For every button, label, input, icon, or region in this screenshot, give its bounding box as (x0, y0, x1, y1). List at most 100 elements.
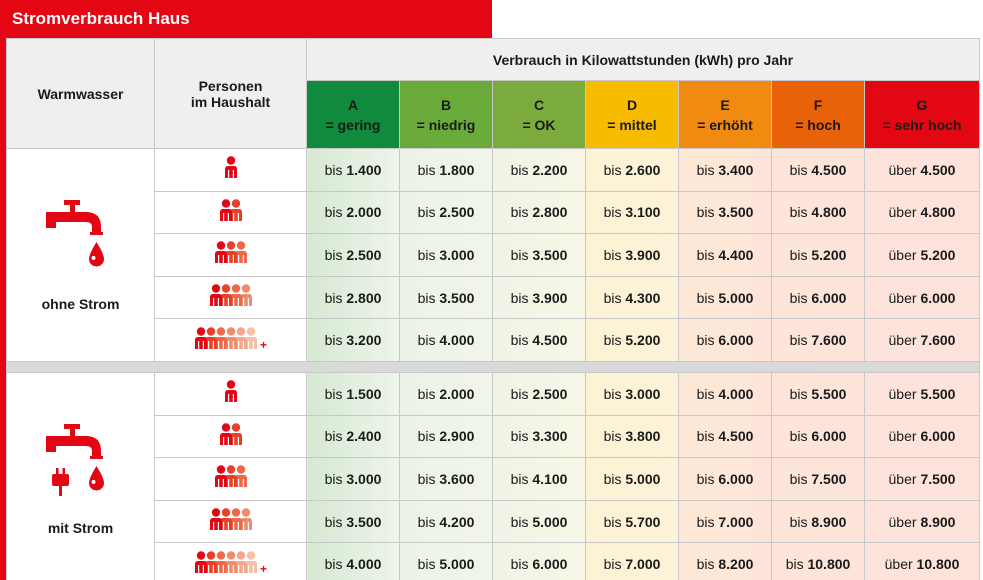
person-figure (219, 508, 232, 531)
value-number: 6.000 (811, 428, 847, 445)
value-prefix: bis (789, 470, 812, 487)
persons-2-icon (219, 423, 242, 445)
value-cell-a: bis 2.800 (306, 275, 400, 320)
value-prefix: bis (417, 556, 440, 573)
value-number: 2.600 (625, 161, 661, 178)
warmwasser-label: mit Strom (47, 519, 114, 536)
class-header-a: A = gering (306, 80, 400, 149)
value-prefix: bis (603, 204, 626, 221)
class-header-g: G = sehr hoch (864, 80, 980, 149)
value-number: 2.800 (532, 204, 568, 221)
value-number: 2.800 (346, 289, 382, 306)
value-cell-d: bis 3.100 (585, 190, 679, 235)
class-letter: F (813, 96, 823, 113)
value-prefix: bis (696, 556, 719, 573)
value-number: 4.000 (718, 385, 754, 402)
person-figure (224, 326, 237, 349)
value-cell-c: bis 3.300 (492, 414, 586, 459)
value-prefix: bis (510, 246, 533, 263)
value-prefix: bis (417, 161, 440, 178)
faucet-plug-icon (45, 423, 104, 496)
value-cell-d: bis 3.900 (585, 233, 679, 277)
persons-1-icon (224, 380, 237, 403)
value-cell-e: bis 8.200 (678, 542, 772, 580)
group-separator (6, 360, 980, 373)
value-number: 3.900 (625, 246, 661, 263)
class-letter: E (720, 96, 730, 113)
value-cell-g: über 10.800 (864, 542, 980, 580)
value-cell-a: bis 3.000 (306, 457, 400, 501)
value-prefix: über (888, 289, 921, 306)
person-figure (214, 241, 227, 264)
value-cell-b: bis 4.200 (399, 499, 493, 544)
value-number: 5.000 (625, 470, 661, 487)
value-prefix: bis (603, 428, 626, 445)
value-number: 6.000 (718, 332, 754, 349)
value-prefix: über (888, 470, 921, 487)
class-letter: D (626, 96, 638, 113)
table-row: bis 2.800 bis 3.500 bis 3.900 bis 4.300 bis … (7, 275, 980, 320)
value-number: 5.000 (439, 556, 475, 573)
person-figure (244, 550, 257, 573)
persons-cell (154, 457, 307, 501)
value-number: 10.800 (916, 556, 960, 573)
class-letter: G (916, 96, 928, 113)
value-cell-a: bis 2.500 (306, 233, 400, 277)
persons-cell (154, 148, 307, 192)
value-cell-g: über 5.200 (864, 233, 980, 277)
table-row: + bis 4.000 bis 5.000 bis 6.000 bis 7.000 bis… (7, 542, 980, 580)
value-number: 4.400 (718, 246, 754, 263)
value-number: 1.800 (439, 161, 475, 178)
header-personen-line2: im Haushalt (190, 93, 271, 110)
plus-sign: + (260, 338, 267, 351)
value-prefix: bis (510, 161, 533, 178)
class-label: = erhöht (697, 116, 753, 133)
value-cell-f: bis 5.200 (771, 233, 865, 277)
value-number: 7.600 (920, 332, 956, 349)
value-prefix: bis (417, 513, 440, 530)
value-cell-a: bis 4.000 (306, 542, 400, 580)
value-number: 2.000 (346, 204, 382, 221)
value-prefix: bis (785, 556, 808, 573)
value-prefix: bis (324, 332, 347, 349)
person-figure (194, 550, 207, 573)
person-figure (224, 241, 237, 264)
value-prefix: bis (789, 428, 812, 445)
value-cell-f: bis 10.800 (771, 542, 865, 580)
value-prefix: bis (789, 246, 812, 263)
value-prefix: bis (417, 289, 440, 306)
value-cell-f: bis 5.500 (771, 371, 865, 416)
value-prefix: bis (696, 513, 719, 530)
persons-cell (154, 275, 307, 320)
value-prefix: bis (510, 332, 533, 349)
value-number: 6.000 (920, 289, 956, 306)
value-cell-e: bis 3.500 (678, 190, 772, 235)
value-cell-c: bis 6.000 (492, 542, 586, 580)
value-cell-g: über 7.600 (864, 318, 980, 362)
value-number: 5.200 (811, 246, 847, 263)
value-cell-a: bis 2.400 (306, 414, 400, 459)
value-number: 4.800 (920, 204, 956, 221)
persons-3-icon (214, 241, 247, 264)
table-row: bis 3.500 bis 4.200 bis 5.000 bis 5.700 bis … (7, 499, 980, 544)
value-number: 3.500 (718, 204, 754, 221)
table-row: mit Strom bis 1.500 bis 2.000 bis 2.500 bis … (6, 371, 980, 580)
value-prefix: bis (603, 385, 626, 402)
value-cell-g: über 4.500 (864, 148, 980, 192)
value-cell-d: bis 3.000 (585, 371, 679, 416)
persons-cell (154, 499, 307, 544)
value-number: 4.500 (532, 332, 568, 349)
value-number: 3.300 (532, 428, 568, 445)
value-cell-a: bis 2.000 (306, 190, 400, 235)
value-prefix: bis (789, 289, 812, 306)
value-number: 6.000 (920, 428, 956, 445)
value-number: 2.500 (346, 246, 382, 263)
value-prefix: bis (324, 556, 347, 573)
value-number: 8.200 (718, 556, 754, 573)
value-cell-g: über 5.500 (864, 371, 980, 416)
value-number: 5.200 (920, 246, 956, 263)
value-number: 5.200 (625, 332, 661, 349)
person-figure (234, 241, 247, 264)
value-prefix: bis (510, 289, 533, 306)
value-prefix: bis (789, 204, 812, 221)
